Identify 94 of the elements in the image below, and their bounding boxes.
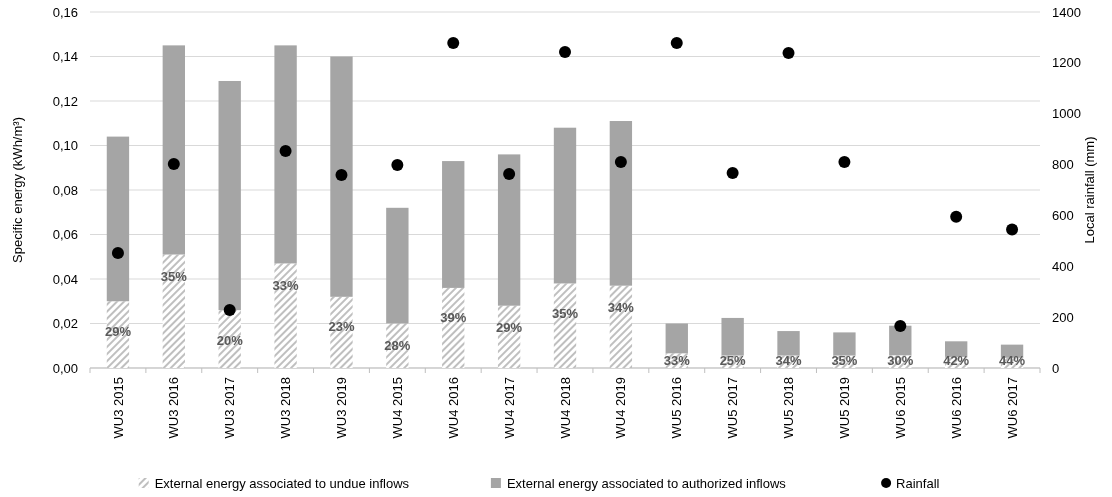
bar: [609, 121, 633, 286]
bar: [442, 287, 465, 368]
x-tick-label: WU4 2019: [613, 377, 629, 439]
point: [279, 145, 292, 158]
annotation: 33%: [272, 277, 300, 293]
bar: [106, 136, 130, 302]
y2-tick-label: 600: [1052, 207, 1074, 223]
point: [782, 46, 795, 59]
y-tick-label: 0,00: [52, 360, 78, 376]
x-tick-label: WU6 2017: [1004, 377, 1020, 439]
point: [167, 158, 180, 171]
y-tick-label: 0,14: [52, 49, 78, 65]
y2-tick-label: 0: [1052, 360, 1060, 376]
point: [391, 159, 404, 172]
point: [503, 167, 516, 180]
bar: [609, 285, 633, 368]
x-tick-label: WU5 2017: [725, 377, 741, 439]
y2-tick-label: 200: [1052, 309, 1074, 325]
y-tick-label: 0,04: [52, 271, 78, 287]
bar: [162, 254, 185, 368]
x-tick-label: WU4 2017: [501, 377, 517, 439]
annotation: 34%: [775, 352, 802, 368]
x-tick-label: WU3 2019: [334, 377, 350, 439]
y-tick-label: 0,08: [52, 182, 78, 198]
x-tick-label: WU3 2017: [222, 377, 238, 439]
bar: [665, 323, 688, 354]
point: [223, 304, 236, 317]
bar: [442, 161, 465, 288]
y-tick-label: 0,06: [52, 227, 78, 243]
y2-axis-title: Local rainfall (mm): [1082, 136, 1097, 244]
y-tick-label: 0,16: [52, 4, 78, 20]
bar: [274, 45, 297, 264]
annotation: 30%: [887, 352, 914, 368]
point: [447, 37, 460, 50]
point: [950, 210, 963, 223]
y2-tick-label: 800: [1052, 157, 1074, 173]
bar: [218, 80, 241, 311]
bar: [162, 45, 185, 255]
bar: [330, 296, 353, 368]
x-tick-label: WU5 2016: [669, 377, 685, 439]
bar: [721, 317, 744, 356]
y-tick-label: 0,10: [52, 138, 78, 154]
annotation: 34%: [607, 300, 635, 316]
annotation: 25%: [719, 352, 747, 368]
x-tick-label: WU3 2016: [166, 377, 182, 439]
annotation: 35%: [160, 269, 188, 285]
x-tick-label: WU3 2018: [278, 377, 294, 439]
bar: [777, 331, 800, 356]
annotation: 23%: [328, 319, 355, 335]
point: [614, 156, 627, 169]
annotation: 20%: [216, 332, 244, 348]
y-axis-title: Specific energy (kWh/m³): [10, 117, 25, 263]
point: [1006, 223, 1019, 236]
bar: [386, 207, 409, 324]
x-tick-label: WU6 2015: [892, 377, 908, 439]
annotation: 28%: [384, 338, 411, 354]
y-tick-label: 0,12: [52, 93, 78, 109]
x-tick-label: WU4 2018: [557, 377, 573, 439]
y2-tick-label: 400: [1052, 258, 1074, 274]
legend-label: External energy associated to authorized inflows: [506, 475, 787, 491]
y2-tick-label: 1200: [1052, 55, 1081, 71]
annotation: 35%: [831, 352, 858, 368]
x-tick-label: WU4 2016: [445, 377, 461, 439]
y2-tick-label: 1400: [1052, 4, 1081, 20]
x-tick-label: WU6 2016: [948, 377, 964, 439]
bar: [497, 154, 521, 306]
x-tick-label: WU5 2018: [781, 377, 797, 439]
bar: [553, 127, 577, 284]
point: [559, 45, 571, 58]
point: [894, 320, 907, 333]
annotation: 42%: [943, 352, 970, 368]
bar: [833, 332, 856, 356]
annotation: 39%: [440, 310, 467, 326]
y-tick-label: 0,02: [52, 316, 78, 332]
annotation: 33%: [663, 352, 691, 368]
x-tick-label: WU4 2015: [389, 377, 405, 439]
bar: [945, 341, 968, 357]
point: [335, 169, 348, 181]
bar: [274, 263, 297, 368]
legend-label: Rainfall: [896, 475, 940, 491]
bar: [553, 283, 577, 368]
point: [111, 247, 124, 260]
x-tick-label: WU3 2015: [110, 377, 126, 439]
point: [726, 166, 739, 179]
point: [838, 156, 851, 169]
bar: [330, 56, 353, 297]
annotation: 29%: [104, 323, 132, 339]
annotation: 44%: [999, 352, 1026, 368]
x-tick-label: WU5 2019: [836, 377, 852, 439]
annotation: 35%: [551, 306, 579, 321]
annotation: 29%: [496, 320, 523, 336]
y2-tick-label: 1000: [1052, 106, 1081, 122]
point: [670, 37, 683, 50]
legend-label: External energy associated to undue inflows: [154, 475, 410, 491]
